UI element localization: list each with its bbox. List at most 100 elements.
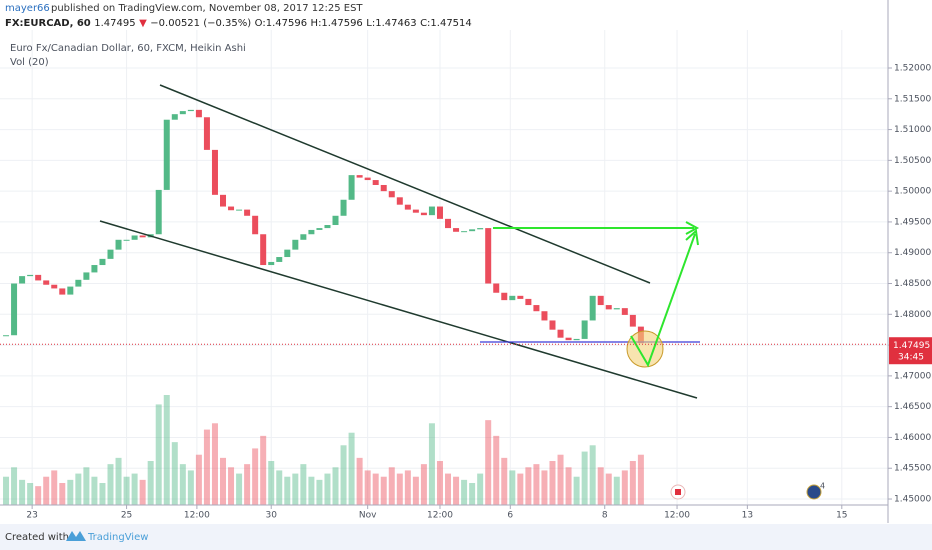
candle — [525, 298, 532, 306]
published: published on TradingView.com, November 0… — [51, 3, 363, 14]
volume-bar — [155, 404, 162, 505]
y-tick-label: 1.45000 — [894, 495, 931, 505]
volume-bar — [115, 457, 122, 505]
candle — [123, 239, 130, 241]
volume-bar — [179, 464, 186, 505]
brand: TradingView — [87, 532, 148, 543]
candle — [131, 235, 138, 240]
y-tick-label: 1.51500 — [894, 94, 931, 104]
y-tick-label: 1.50000 — [894, 187, 931, 197]
candle — [228, 206, 235, 211]
candle — [597, 295, 604, 306]
volume-bar — [51, 470, 58, 505]
volume-bar — [372, 473, 379, 505]
volume-bar — [549, 461, 556, 505]
chart-title: Euro Fx/Canadian Dollar, 60, FXCM, Heiki… — [10, 43, 246, 54]
candle — [565, 337, 572, 341]
candle — [436, 206, 443, 219]
arrow: ▼ — [139, 18, 147, 29]
candle — [91, 265, 98, 273]
volume-bar — [541, 470, 548, 505]
candle — [220, 194, 227, 207]
candle — [388, 191, 395, 198]
candle — [445, 218, 452, 229]
volume-bar — [340, 445, 347, 505]
volume-bar — [19, 479, 26, 505]
candle — [27, 274, 34, 277]
candle — [11, 283, 18, 336]
y-tick-label: 1.51000 — [894, 125, 931, 135]
candle — [75, 279, 82, 287]
volume-bar — [613, 476, 620, 505]
candle — [629, 314, 636, 327]
open: O:1.47596 — [255, 18, 307, 29]
volume-bar — [501, 457, 508, 505]
candle — [461, 231, 468, 233]
x-tick-label: 30 — [265, 511, 277, 521]
indicator: Vol (20) — [10, 57, 49, 68]
volume-bar — [252, 448, 259, 505]
trend-line — [99, 220, 698, 399]
candle — [139, 235, 146, 238]
candle — [581, 320, 588, 339]
candle — [236, 209, 243, 211]
y-tick-label: 1.48500 — [894, 279, 931, 289]
arrow-head — [685, 221, 700, 235]
candle — [621, 308, 628, 315]
volume-bar — [43, 476, 50, 505]
y-tick-label: 1.46000 — [894, 433, 931, 443]
author: mayer66 — [5, 3, 50, 14]
candle — [19, 276, 26, 284]
volume-bar — [525, 467, 532, 505]
candle — [485, 228, 492, 284]
volume-bar — [316, 479, 323, 505]
volume-bar — [324, 473, 331, 505]
y-tick-label: 1.49500 — [894, 217, 931, 227]
bid-label: 1.47495 — [893, 341, 930, 351]
volume-bar — [637, 454, 644, 505]
volume-bar — [332, 467, 339, 505]
volume-bar — [300, 464, 307, 505]
candle — [372, 180, 379, 185]
close: C:1.47514 — [420, 18, 472, 29]
volume-bar — [348, 432, 355, 505]
volume-bar — [260, 435, 267, 505]
candle — [316, 228, 323, 230]
candle — [35, 274, 42, 281]
candle — [404, 204, 411, 210]
candle — [420, 212, 427, 216]
created: Created with — [5, 532, 69, 543]
volume-bar — [629, 461, 636, 505]
volume-bar — [195, 454, 202, 505]
high: H:1.47596 — [311, 18, 363, 29]
candle — [276, 257, 283, 262]
candle — [211, 149, 218, 195]
volume-bar — [477, 473, 484, 505]
y-tick-label: 1.48000 — [894, 310, 931, 320]
x-tick-label: 12:00 — [184, 511, 210, 521]
volume-bar — [131, 473, 138, 505]
candle — [364, 177, 371, 181]
candle — [284, 249, 291, 258]
candle — [493, 283, 500, 293]
countdown: 34:45 — [898, 353, 924, 363]
volume-bar — [364, 470, 371, 505]
volume-bar — [123, 476, 130, 505]
candle — [171, 114, 178, 120]
candle — [380, 184, 387, 192]
volume-bar — [356, 457, 363, 505]
candle — [300, 234, 307, 240]
candle — [509, 295, 516, 301]
candle — [155, 189, 162, 235]
y-tick-label: 1.47000 — [894, 371, 931, 381]
candle — [51, 284, 58, 289]
volume-bar — [59, 483, 66, 505]
change: −0.00521 (−0.35%) — [150, 18, 251, 29]
candle — [163, 119, 170, 190]
candle — [348, 175, 355, 200]
candle — [589, 295, 596, 321]
volume-bar — [244, 464, 251, 505]
volume-bar — [509, 470, 516, 505]
candle — [324, 225, 331, 229]
